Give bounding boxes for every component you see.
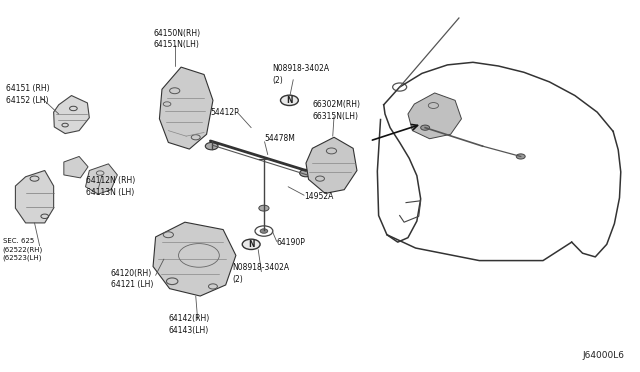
Text: 64142(RH)
64143(LH): 64142(RH) 64143(LH) [168, 314, 209, 335]
Text: N08918-3402A
(2): N08918-3402A (2) [272, 64, 330, 85]
Circle shape [300, 169, 312, 177]
Polygon shape [159, 67, 213, 149]
Polygon shape [86, 164, 117, 194]
Text: 64112N (RH)
64113N (LH): 64112N (RH) 64113N (LH) [86, 176, 135, 197]
Circle shape [420, 125, 429, 130]
Text: SEC. 625
(62522(RH)
(62523(LH): SEC. 625 (62522(RH) (62523(LH) [3, 238, 43, 261]
Text: 54478M: 54478M [264, 134, 295, 143]
Polygon shape [64, 157, 88, 178]
Text: N: N [286, 96, 292, 105]
Polygon shape [408, 93, 461, 139]
Text: 64190P: 64190P [276, 238, 305, 247]
Polygon shape [15, 170, 54, 223]
Text: 64150N(RH)
64151N(LH): 64150N(RH) 64151N(LH) [153, 29, 200, 49]
Circle shape [280, 95, 298, 106]
Text: 54412P: 54412P [211, 108, 239, 117]
Text: 64151 (RH)
64152 (LH): 64151 (RH) 64152 (LH) [6, 84, 50, 105]
Polygon shape [54, 96, 90, 134]
Circle shape [516, 154, 525, 159]
Text: N: N [248, 240, 255, 249]
Circle shape [205, 142, 218, 150]
Text: N08918-3402A
(2): N08918-3402A (2) [232, 263, 289, 284]
Circle shape [260, 229, 268, 233]
Polygon shape [153, 222, 236, 296]
Text: 66302M(RH)
66315N(LH): 66302M(RH) 66315N(LH) [312, 100, 360, 121]
Circle shape [259, 205, 269, 211]
Polygon shape [306, 137, 357, 193]
Text: 14952A: 14952A [304, 192, 333, 201]
Circle shape [243, 239, 260, 250]
Text: 64120(RH)
64121 (LH): 64120(RH) 64121 (LH) [111, 269, 154, 289]
Text: J64000L6: J64000L6 [582, 351, 625, 360]
